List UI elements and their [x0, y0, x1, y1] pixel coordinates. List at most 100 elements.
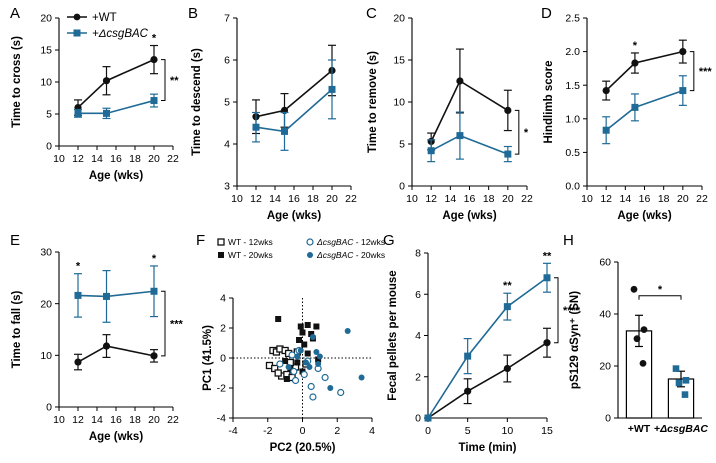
- pca-point-2-3: [321, 373, 329, 382]
- x-tick-label-C: 10: [406, 193, 418, 205]
- data-point-csg-B-1: [281, 127, 288, 135]
- pca-point-2-1: [291, 376, 300, 385]
- series-line-D-0: [605, 50, 684, 92]
- x-tick-label-E: 22: [167, 414, 179, 426]
- y-tick-label-D: 1.0: [565, 113, 580, 125]
- x-tick-label-A: 12: [72, 153, 84, 165]
- significance-label-G-0: **: [503, 280, 512, 292]
- x-axis-label-E: Age (wks): [89, 431, 143, 443]
- significance-bracket-D: [689, 51, 695, 92]
- panel-letter-E: E: [10, 232, 20, 249]
- pca-legend-label-3: ΔcsgBAC - 20wks: [316, 250, 385, 260]
- x-tick-label-A: 20: [148, 153, 160, 165]
- x-tick-label-F: 0: [300, 425, 306, 437]
- significance-label-E-1: *: [152, 253, 157, 265]
- significance-bracket-E: [161, 290, 166, 357]
- x-tick-label-C: 18: [483, 193, 495, 205]
- x-tick-label-B: 12: [250, 193, 262, 205]
- pca-point-3-6: [297, 347, 304, 354]
- pca-point-1-0: [275, 316, 282, 322]
- y-tick-label-F: 0: [220, 353, 226, 365]
- panel-F: F -4 -2 0 2 4 PC1 (41.5%) -4 -2 0 2 4 PC2 (20.5%) WT …: [196, 232, 385, 454]
- series-line-B-0: [255, 69, 333, 118]
- data-point-wt-E-2: [150, 352, 158, 360]
- pca-legend-label-1: ΔcsgBAC - 12wks: [316, 237, 385, 247]
- y-axis-label-H: pS129 αSyn⁺ (SN): [569, 291, 581, 389]
- series-line-C-0: [430, 79, 509, 142]
- bar-point-0-0: [630, 285, 638, 293]
- x-tick-label-G: 0: [425, 425, 431, 437]
- x-tick-label-F: 2: [334, 425, 340, 437]
- x-tick-label-A: 22: [167, 153, 179, 165]
- panel-H: H 0 20 40 60 pS129 αSyn⁺ (SN) +WT +ΔcsgBAC *: [563, 232, 708, 435]
- x-tick-label-F: -2: [263, 425, 272, 437]
- y-tick-label-D: 2.5: [565, 13, 580, 25]
- data-point-csg-D-1: [631, 103, 639, 111]
- significance-label-C-0: *: [524, 127, 529, 139]
- data-point-csg-D-2: [679, 87, 687, 95]
- y-axis-label-G: Fecal pellets per mouse: [387, 270, 399, 400]
- significance-label-D-1: ***: [699, 66, 713, 78]
- y-tick-label-F: -2: [217, 383, 226, 395]
- series-line-G-0: [427, 342, 548, 419]
- y-tick-label-F: 4: [220, 293, 226, 305]
- x-tick-label-G: 15: [541, 425, 553, 437]
- y-tick-label-D: 2.0: [565, 46, 580, 58]
- legend-csg-label: +ΔcsgBAC: [92, 28, 149, 40]
- y-axis-label-C: Time to remove (s): [367, 51, 379, 153]
- panel-letter-C: C: [366, 5, 377, 22]
- pca-point-1-1: [297, 323, 304, 330]
- data-point-csg-E-2: [150, 287, 158, 295]
- y-tick-label-C: 20: [393, 13, 405, 25]
- data-point-wt-G-1: [464, 387, 472, 395]
- data-point-wt-D-2: [679, 48, 687, 56]
- y-tick-label-H: 0: [605, 413, 611, 425]
- series-line-E-0: [77, 345, 155, 363]
- x-tick-label-D: 20: [677, 193, 689, 205]
- y-tick-label-E: 30: [40, 247, 52, 259]
- data-point-csg-A-0: [74, 109, 82, 117]
- x-tick-label-C: 14: [444, 193, 456, 205]
- data-point-csg-B-0: [252, 123, 260, 131]
- y-tick-label-A: 15: [40, 45, 52, 57]
- y-tick-label-C: 10: [393, 97, 405, 109]
- series-line-A-0: [77, 58, 155, 109]
- x-tick-label-B: 18: [307, 193, 319, 205]
- pca-point-3-4: [327, 385, 334, 391]
- pca-legend-marker-3: [307, 252, 313, 258]
- y-axis-label-D: Hindlimb score: [543, 60, 555, 143]
- y-tick-label-G: 8: [415, 248, 421, 260]
- pca-point-1-15: [304, 350, 311, 357]
- significance-label-E-2: ***: [170, 319, 184, 331]
- bar-point-0-1: [640, 326, 648, 333]
- x-tick-label-C: 16: [464, 193, 476, 205]
- data-point-wt-E-0: [74, 358, 82, 366]
- y-tick-label-A: 5: [46, 109, 52, 121]
- y-tick-label-C: 15: [393, 55, 405, 67]
- y-axis-label-A: Time to cross (s): [11, 36, 23, 128]
- data-point-wt-A-2: [150, 56, 158, 64]
- series-line-B-1: [255, 88, 333, 133]
- data-point-csg-B-2: [328, 85, 336, 93]
- y-tick-label-H: 40: [599, 309, 611, 321]
- significance-label-A-0: *: [152, 33, 157, 45]
- data-point-wt-C-1: [456, 77, 464, 85]
- y-tick-label-B: 3: [224, 181, 230, 193]
- y-tick-label-F: -4: [217, 413, 226, 425]
- pca-point-1-6: [296, 337, 303, 343]
- panel-letter-D: D: [541, 5, 552, 22]
- bar-point-1-1: [682, 377, 690, 384]
- pca-point-3-0: [344, 328, 351, 334]
- pca-point-3-1: [309, 334, 316, 340]
- x-tick-label-F: -4: [228, 425, 237, 437]
- x-tick-label-C: 12: [425, 193, 437, 205]
- y-tick-label-F: 2: [220, 323, 226, 335]
- y-axis-label-F: PC1 (41.5%): [202, 325, 214, 391]
- y-tick-label-G: 4: [415, 330, 421, 342]
- data-point-csg-C-1: [456, 132, 464, 140]
- data-point-csg-G-1: [464, 352, 472, 360]
- pca-point-3-5: [358, 374, 365, 381]
- pca-legend-label-2: WT - 20wks: [228, 250, 273, 260]
